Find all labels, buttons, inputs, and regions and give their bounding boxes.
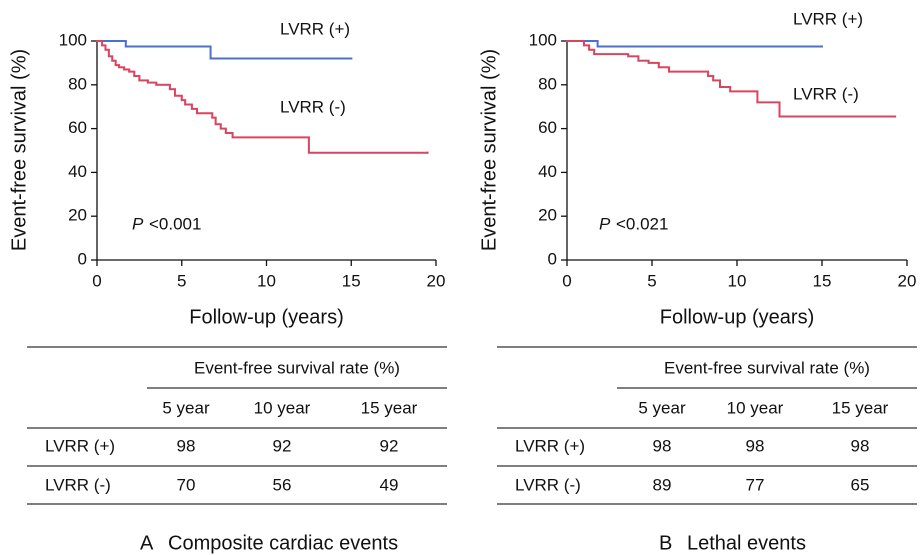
caption-letter: A (140, 532, 154, 554)
y-tick-label: 20 (68, 206, 87, 225)
series-label: LVRR (-) (793, 84, 859, 103)
x-tick-label: 15 (342, 271, 361, 290)
table-cell: 77 (746, 475, 765, 494)
column-header: 10 year (727, 398, 784, 417)
table-cell: 92 (380, 436, 399, 455)
series-label: LVRR (+) (793, 9, 863, 28)
table-cell: 98 (851, 436, 870, 455)
row-label: LVRR (-) (45, 475, 111, 494)
row-label: LVRR (+) (515, 436, 585, 455)
x-tick-label: 5 (177, 271, 186, 290)
p-value: <0.001 (149, 214, 201, 233)
y-axis-title: Event-free survival (%) (8, 49, 30, 251)
x-tick-label: 0 (562, 271, 571, 290)
table-cell: 92 (273, 436, 292, 455)
series-label: LVRR (+) (280, 19, 350, 38)
y-tick-label: 60 (538, 118, 557, 137)
caption-text: Lethal events (687, 532, 806, 554)
y-tick-label: 40 (68, 162, 87, 181)
column-header: 5 year (638, 398, 686, 417)
p-label: P (599, 214, 611, 233)
table-header: Event-free survival rate (%) (194, 358, 400, 377)
x-tick-label: 20 (427, 271, 446, 290)
x-axis-title: Follow-up (years) (189, 306, 343, 328)
column-header: 15 year (361, 398, 418, 417)
x-tick-label: 10 (257, 271, 276, 290)
table-cell: 89 (653, 475, 672, 494)
series-label: LVRR (-) (280, 97, 346, 116)
x-tick-label: 15 (813, 271, 832, 290)
row-label: LVRR (-) (515, 475, 581, 494)
x-tick-label: 0 (92, 271, 101, 290)
y-tick-label: 20 (538, 206, 557, 225)
x-axis-title: Follow-up (years) (660, 306, 814, 328)
table-cell: 65 (851, 475, 870, 494)
y-tick-label: 100 (59, 30, 87, 49)
y-tick-label: 0 (548, 249, 557, 268)
y-tick-label: 60 (68, 118, 87, 137)
p-value: <0.021 (616, 214, 668, 233)
table-cell: 98 (746, 436, 765, 455)
y-tick-label: 80 (538, 74, 557, 93)
table-cell: 98 (177, 436, 196, 455)
table-cell: 70 (177, 475, 196, 494)
column-header: 5 year (162, 398, 210, 417)
table-header: Event-free survival rate (%) (664, 358, 870, 377)
x-tick-label: 20 (898, 271, 917, 290)
table-cell: 98 (653, 436, 672, 455)
table-cell: 49 (380, 475, 399, 494)
y-tick-label: 100 (529, 30, 557, 49)
caption-text: Composite cardiac events (168, 532, 398, 554)
y-tick-label: 80 (68, 74, 87, 93)
caption-letter: B (659, 532, 672, 554)
y-axis-title: Event-free survival (%) (478, 49, 500, 251)
table-cell: 56 (273, 475, 292, 494)
x-tick-label: 5 (647, 271, 656, 290)
column-header: 15 year (832, 398, 889, 417)
x-tick-label: 10 (728, 271, 747, 290)
p-label: P (132, 214, 144, 233)
row-label: LVRR (+) (45, 436, 115, 455)
y-tick-label: 0 (78, 249, 87, 268)
y-tick-label: 40 (538, 162, 557, 181)
column-header: 10 year (254, 398, 311, 417)
